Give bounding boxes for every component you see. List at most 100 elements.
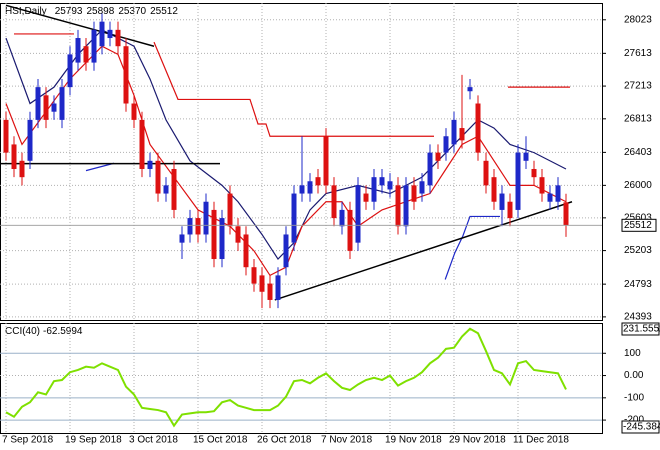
candle-body — [259, 275, 265, 292]
y-tick-label: 24793 — [624, 279, 652, 290]
candle-body — [363, 193, 369, 202]
candle-body — [51, 103, 57, 112]
candle-body — [499, 193, 505, 210]
y-tick-label: 25203 — [624, 245, 652, 256]
last-low: 25370 — [118, 6, 146, 17]
candle-body — [99, 21, 105, 47]
y-tick-label: 27613 — [624, 48, 652, 59]
y-tick-label: 28023 — [624, 14, 652, 25]
candle-body — [203, 201, 209, 235]
candle-body — [115, 29, 121, 47]
cci-panel-frame — [0, 323, 603, 434]
cci-tick-label: -200 — [624, 415, 644, 426]
candle-body — [443, 136, 449, 153]
candle-body — [35, 87, 41, 120]
candle-body — [555, 185, 561, 202]
y-tick-label: 24393 — [624, 312, 652, 323]
candle-body — [427, 152, 433, 186]
candle-body — [387, 181, 393, 190]
candle-body — [147, 160, 153, 169]
x-tick-label: 15 Oct 2018 — [193, 435, 248, 446]
x-tick-label: 3 Oct 2018 — [129, 435, 178, 446]
cci-max-label-box — [621, 322, 660, 336]
candle-body — [251, 267, 257, 284]
candle-body — [75, 38, 81, 63]
candle-body — [339, 209, 345, 227]
candle-body — [395, 185, 401, 227]
candle-body — [179, 234, 185, 243]
candle-body — [27, 119, 33, 161]
candle-body — [19, 160, 25, 178]
candle-body — [283, 234, 289, 268]
candle-body — [275, 275, 281, 300]
candle-body — [43, 95, 49, 120]
candle-body — [411, 185, 417, 202]
x-tick-label: 19 Nov 2018 — [385, 435, 442, 446]
cci-tick-label: -100 — [624, 392, 644, 403]
x-tick-label: 26 Oct 2018 — [257, 435, 312, 446]
candle-body — [459, 128, 465, 141]
x-tick-label: 11 Dec 2018 — [513, 435, 569, 446]
candle-body — [171, 168, 177, 210]
last-close: 25512 — [150, 6, 178, 17]
y-tick-label: 26813 — [624, 113, 652, 124]
overlay-line — [85, 162, 500, 280]
overlay-line — [5, 29, 567, 260]
candle-body — [291, 193, 297, 243]
chart-title: HSI,Daily 25793 25898 25370 25512 — [5, 6, 178, 17]
candle-body — [163, 185, 169, 194]
x-tick-label: 7 Nov 2018 — [321, 435, 373, 446]
candle-body — [131, 103, 137, 120]
candle-body — [515, 152, 521, 210]
cci-last: -62.5994 — [43, 326, 83, 337]
candle-body — [243, 234, 249, 268]
candle-body — [155, 160, 161, 194]
cci-line — [5, 327, 567, 428]
candle-body — [187, 218, 193, 235]
candle-body — [467, 87, 473, 92]
cci-tick-label: 0.00 — [624, 370, 644, 381]
y-tick-label: 27213 — [624, 81, 652, 92]
candle-body — [91, 29, 97, 63]
price-panel-frame — [0, 3, 603, 321]
x-tick-label: 29 Nov 2018 — [449, 435, 506, 446]
last-price-label: 25512 — [624, 220, 652, 231]
candle-body — [355, 185, 361, 243]
y-tick-label: 26403 — [624, 147, 652, 158]
candle-body — [139, 119, 145, 169]
candle-body — [419, 181, 425, 194]
candle-body — [435, 152, 441, 161]
y-tick-label: 26000 — [624, 180, 652, 191]
cci-min-label: -245.384 — [623, 422, 660, 433]
candle-body — [483, 160, 489, 186]
overlay-line — [0, 4, 573, 301]
candle-body — [451, 119, 457, 145]
candle-body — [219, 218, 225, 260]
candle-body — [475, 103, 481, 153]
candle-body — [331, 185, 337, 219]
last-high: 25898 — [87, 6, 115, 17]
candle-body — [531, 168, 537, 178]
candle-body — [371, 177, 377, 202]
candle-body — [11, 144, 17, 169]
candle-body — [539, 177, 545, 194]
candle-body — [323, 136, 329, 186]
candle-body — [523, 152, 529, 161]
cci-max-label: 231.5552 — [623, 324, 660, 335]
y-tick-label: 25603 — [624, 212, 652, 223]
candle-body — [67, 54, 73, 88]
candle-body — [59, 87, 65, 120]
candle-body — [107, 29, 113, 39]
candle-body — [347, 209, 353, 251]
cci-name: CCI(40) — [5, 326, 40, 337]
x-tick-label: 7 Sep 2018 — [2, 435, 54, 446]
last-price-box — [621, 218, 657, 232]
overlay-line — [14, 33, 570, 137]
last-open: 25793 — [55, 6, 83, 17]
cci-tick-label: 100 — [624, 348, 641, 359]
candle-body — [227, 193, 233, 227]
candle-body — [315, 177, 321, 186]
candle-body — [547, 193, 553, 202]
candle-body — [267, 283, 273, 300]
